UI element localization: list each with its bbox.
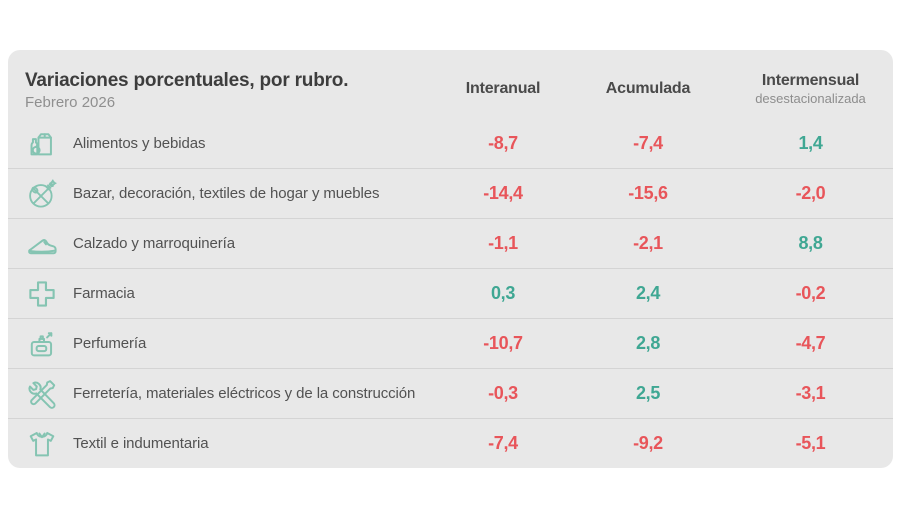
bazar-icon [25, 177, 59, 211]
value-acumulada: 2,8 [635, 333, 661, 353]
value-intermensual: 8,8 [798, 233, 823, 253]
page-subtitle: Febrero 2026 [25, 93, 116, 111]
tshirt-icon [25, 427, 59, 461]
tools-icon [25, 377, 59, 411]
row-label-cell: Perfumería [8, 327, 438, 361]
row-label: Textil e indumentaria [73, 435, 209, 452]
table-row: Farmacia 0,3 2,4 -0,2 [8, 268, 893, 318]
row-label: Bazar, decoración, textiles de hogar y m… [73, 185, 380, 202]
column-header-interanual: Interanual [465, 80, 541, 97]
value-intermensual: -3,1 [795, 383, 826, 403]
value-intermensual: -0,2 [795, 283, 826, 303]
row-label: Ferretería, materiales eléctricos y de l… [73, 385, 416, 402]
value-acumulada: 2,5 [635, 383, 661, 403]
perfume-icon [25, 327, 59, 361]
row-label-cell: Ferretería, materiales eléctricos y de l… [8, 377, 438, 411]
value-interanual: 0,3 [490, 283, 516, 303]
value-intermensual: -2,0 [795, 183, 826, 203]
value-acumulada: 2,4 [635, 283, 661, 303]
page-title: Variaciones porcentuales, por rubro. [25, 69, 349, 91]
column-header-acumulada: Acumulada [605, 80, 691, 97]
table-row: Textil e indumentaria -7,4 -9,2 -5,1 [8, 418, 893, 468]
table-row: Ferretería, materiales eléctricos y de l… [8, 368, 893, 418]
column-header-intermensual: Intermensual desestacionalizada [755, 72, 866, 106]
value-intermensual: -5,1 [795, 433, 826, 453]
value-acumulada: -9,2 [633, 433, 663, 453]
table-row: Perfumería -10,7 2,8 -4,7 [8, 318, 893, 368]
table-row: Calzado y marroquinería -1,1 -2,1 8,8 [8, 218, 893, 268]
value-interanual: -8,7 [488, 132, 518, 153]
value-intermensual: 1,4 [798, 132, 823, 153]
variations-table-card: Variaciones porcentuales, por rubro. Feb… [8, 50, 893, 468]
value-interanual: -7,4 [488, 433, 518, 453]
row-label: Alimentos y bebidas [73, 134, 206, 152]
groceries-icon [25, 126, 59, 160]
value-acumulada: -15,6 [628, 183, 668, 203]
row-label-cell: Bazar, decoración, textiles de hogar y m… [8, 177, 438, 211]
table-row: Alimentos y bebidas -8,7 -7,4 1,4 [8, 118, 893, 168]
title-block: Variaciones porcentuales, por rubro. Feb… [8, 58, 438, 111]
value-acumulada: -2,1 [633, 233, 663, 253]
shoe-icon [25, 227, 59, 261]
table-row: Bazar, decoración, textiles de hogar y m… [8, 168, 893, 218]
row-label-cell: Calzado y marroquinería [8, 227, 438, 261]
row-label-cell: Textil e indumentaria [8, 427, 438, 461]
row-label: Perfumería [73, 335, 147, 352]
value-interanual: -14,4 [483, 183, 523, 203]
row-label-cell: Farmacia [8, 277, 438, 311]
value-interanual: -10,7 [483, 333, 523, 353]
value-intermensual: -4,7 [795, 333, 826, 353]
table-body: Alimentos y bebidas -8,7 -7,4 1,4 Bazar,… [8, 118, 893, 468]
row-label: Farmacia [73, 285, 135, 302]
value-acumulada: -7,4 [633, 132, 663, 153]
row-label: Calzado y marroquinería [73, 235, 235, 252]
pharmacy-cross-icon [25, 277, 59, 311]
value-interanual: -1,1 [488, 233, 518, 253]
table-header: Variaciones porcentuales, por rubro. Feb… [8, 50, 893, 118]
row-label-cell: Alimentos y bebidas [8, 126, 438, 160]
value-interanual: -0,3 [488, 383, 518, 403]
